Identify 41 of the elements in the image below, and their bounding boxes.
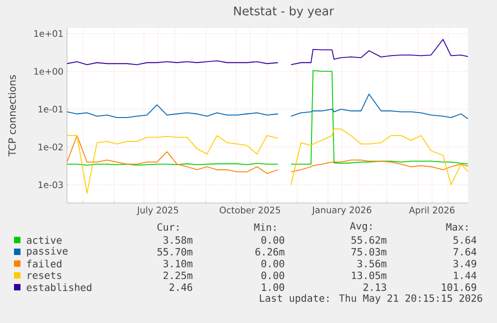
x-tick-label: January 2026 bbox=[312, 206, 372, 216]
chart-title: Netstat - by year bbox=[234, 6, 334, 18]
text: 55.62m bbox=[352, 236, 386, 244]
text: 3.58m bbox=[163, 236, 192, 244]
y-tick-label: 1e-02 bbox=[38, 144, 63, 150]
x-tick-label: October 2025 bbox=[220, 206, 280, 214]
text: 7.64 bbox=[453, 248, 476, 256]
text: 6.26m bbox=[255, 248, 284, 256]
y-tick-label: 1e+00 bbox=[34, 68, 63, 75]
legend-label: failed bbox=[27, 260, 62, 268]
text: 2.13 bbox=[364, 283, 386, 291]
y-tick-label: 1e+01 bbox=[34, 30, 63, 37]
legend-label: established bbox=[26, 283, 92, 292]
text: 3.49 bbox=[453, 260, 476, 268]
text: 1.44 bbox=[454, 272, 476, 280]
text: 3.10m bbox=[163, 260, 192, 268]
text: 1.00 bbox=[262, 283, 284, 291]
text: 101.69 bbox=[442, 283, 476, 291]
y-axis-title: TCP connections bbox=[8, 75, 16, 156]
text: 2.25m bbox=[164, 272, 192, 280]
text: Cur: bbox=[157, 223, 178, 231]
text: Min: bbox=[254, 223, 276, 231]
text: Max: bbox=[446, 223, 468, 231]
text: 0.00 bbox=[261, 236, 284, 244]
y-tick-label: 1e-01 bbox=[38, 106, 63, 113]
text: 75.03m bbox=[351, 248, 386, 256]
legend-label: passive bbox=[27, 246, 68, 257]
x-tick-label: July 2025 bbox=[136, 206, 178, 216]
text: Last update: Thu May 21 20:15:15 2026 bbox=[260, 294, 482, 304]
text: 0.00 bbox=[261, 272, 284, 280]
text: 0.00 bbox=[261, 260, 284, 268]
legend-label: active bbox=[26, 236, 62, 244]
text: 55.70m bbox=[158, 248, 192, 256]
text: 2.46 bbox=[170, 283, 192, 291]
text: 5.64 bbox=[454, 236, 476, 244]
text: Avg: bbox=[350, 222, 372, 232]
text: 3.56m bbox=[357, 260, 386, 268]
text: 13.05m bbox=[352, 272, 386, 280]
legend-label: resets bbox=[28, 272, 62, 279]
y-tick-label: 1e-03 bbox=[38, 181, 63, 188]
x-tick-label: April 2026 bbox=[408, 206, 455, 216]
